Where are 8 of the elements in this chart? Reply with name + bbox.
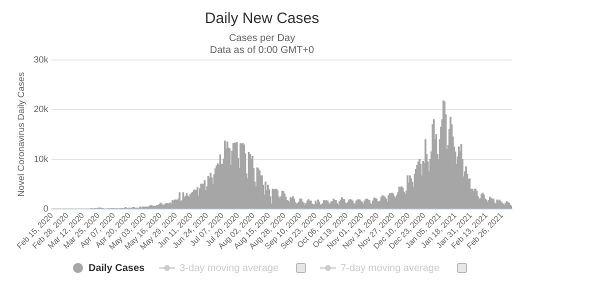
- chart-title: Daily New Cases: [204, 10, 320, 28]
- y-tick-label: 30k: [34, 54, 49, 64]
- y-tick-label: 20k: [34, 104, 49, 114]
- y-axis-title: Novel Coronavirus Daily Cases: [16, 72, 26, 197]
- chart-subtitle: Cases per Day Data as of 0:00 GMT+0: [210, 32, 315, 56]
- y-tick-label: 10k: [34, 154, 49, 164]
- legend-label: Daily Cases: [88, 262, 145, 274]
- y-tick-label: 0: [43, 203, 48, 214]
